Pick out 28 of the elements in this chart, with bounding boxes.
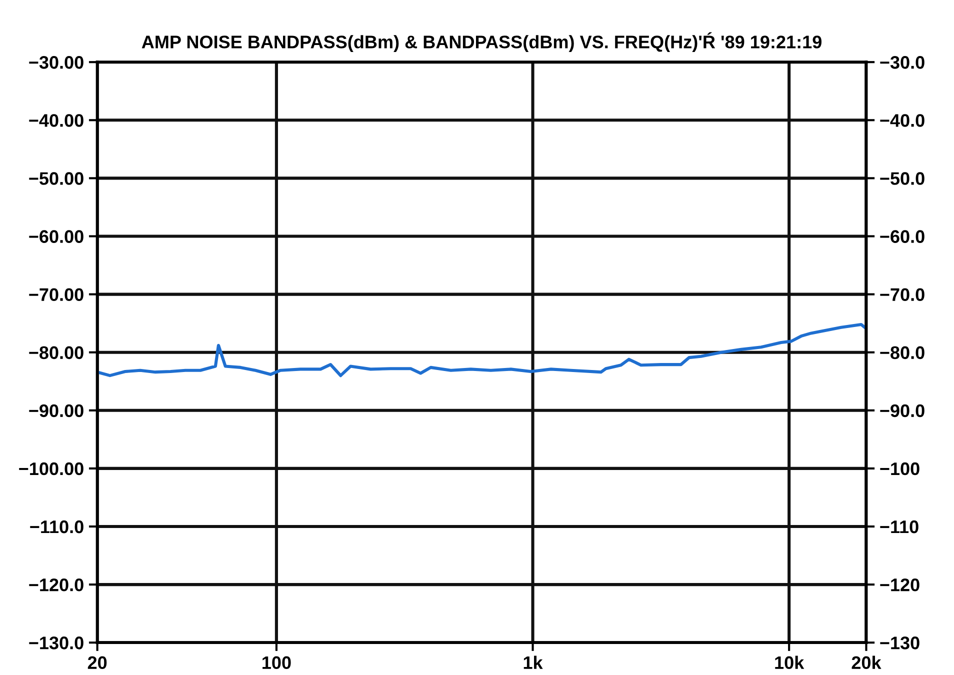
y-tick-label: −80.00 xyxy=(29,346,84,360)
x-tick-label: 20k xyxy=(852,656,882,670)
y2-tick-label: −130 xyxy=(880,636,920,650)
y-tick-label: −130.0 xyxy=(29,636,84,650)
y-tick-label: −100.00 xyxy=(19,462,84,476)
y-tick-label: −90.00 xyxy=(29,404,84,418)
y-tick-label: −70.00 xyxy=(29,288,84,302)
y2-tick-label: −80.0 xyxy=(880,346,924,360)
y2-tick-label: −30.0 xyxy=(880,56,924,69)
x-tick-label: 10k xyxy=(775,656,804,670)
x-tick-label: 20 xyxy=(88,656,107,670)
y-tick-label: −30.00 xyxy=(29,56,84,69)
y2-tick-label: −100 xyxy=(880,462,920,476)
y-tick-label: −120.0 xyxy=(29,578,84,592)
x-tick-label: 100 xyxy=(262,656,291,670)
y2-tick-label: −70.0 xyxy=(880,288,924,302)
y-tick-label: −50.00 xyxy=(29,172,84,185)
chart-title: AMP NOISE BANDPASS(dBm) & BANDPASS(dBm) VS. FREQ(Hz)'Ŕ '89 19:21:19 xyxy=(142,32,822,52)
y2-tick-label: −90.0 xyxy=(880,404,924,418)
y2-tick-label: −120 xyxy=(880,578,920,592)
x-tick-label: 1k xyxy=(524,656,543,669)
y-tick-label: −40.00 xyxy=(29,114,84,127)
y2-tick-label: −60.0 xyxy=(880,230,924,243)
y-tick-label: −110.0 xyxy=(30,520,84,534)
y2-tick-label: −40.0 xyxy=(880,114,924,127)
y2-tick-label: −110 xyxy=(880,520,918,534)
y2-tick-label: −50.0 xyxy=(880,172,924,185)
y-tick-label: −60.00 xyxy=(29,230,84,243)
